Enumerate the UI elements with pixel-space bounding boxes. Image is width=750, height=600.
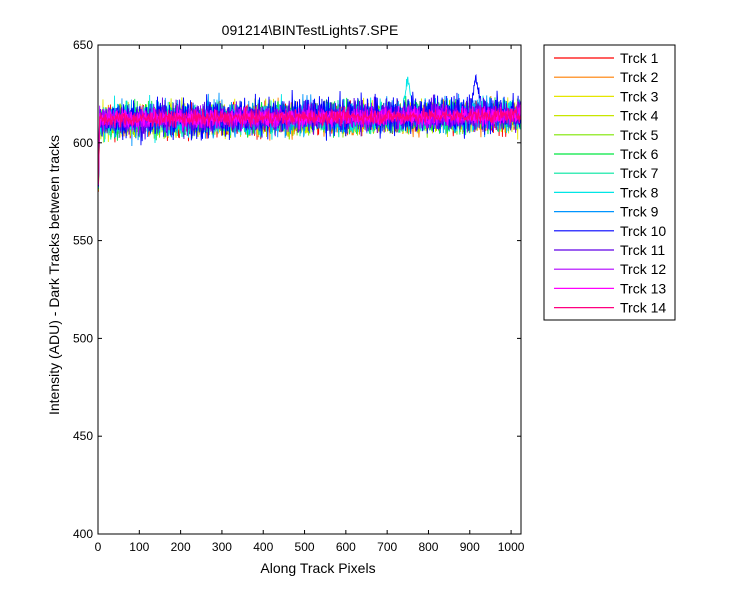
x-tick-label: 1000: [498, 540, 525, 554]
legend-label: Trck 14: [620, 300, 666, 316]
plot-area: 0 100 200 300 400 500 600 700 800 900 1000 400 450 5…: [73, 38, 525, 554]
series-line-trck-14: [97, 106, 522, 185]
y-tick-label: 400: [73, 527, 93, 541]
y-axis-label: Intensity (ADU) - Dark Tracks between tr…: [46, 135, 62, 415]
chart-title: 091214\BINTestLights7.SPE: [222, 22, 399, 38]
y-tick-label: 550: [73, 234, 93, 248]
legend-label: Trck 9: [620, 204, 659, 220]
y-tick-label: 500: [73, 331, 93, 345]
legend-label: Trck 8: [620, 184, 659, 200]
legend-label: Trck 13: [620, 280, 666, 296]
y-tick-label: 450: [73, 429, 93, 443]
x-tick-label: 700: [377, 540, 397, 554]
x-tick-label: 200: [171, 540, 191, 554]
y-tick-label: 650: [73, 38, 93, 52]
series-layer: [97, 73, 522, 192]
x-tick-label: 100: [129, 540, 149, 554]
legend-label: Trck 5: [620, 127, 659, 143]
legend-label: Trck 7: [620, 165, 659, 181]
x-tick-label: 600: [336, 540, 356, 554]
x-tick-label: 500: [295, 540, 315, 554]
x-tick-label: 900: [460, 540, 480, 554]
legend-label: Trck 6: [620, 146, 659, 162]
y-axis-ticks: 400 450 500 550 600 650: [73, 38, 521, 541]
legend-label: Trck 4: [620, 108, 659, 124]
x-tick-label: 0: [95, 540, 102, 554]
legend-label: Trck 11: [620, 242, 665, 258]
legend-label: Trck 2: [620, 69, 659, 85]
x-tick-label: 800: [418, 540, 438, 554]
y-tick-label: 600: [73, 136, 93, 150]
legend-label: Trck 1: [620, 50, 659, 66]
legend-items: Trck 1 Trck 2 Trck 3 Trck 4 Trck 5 Trck 6 Trck…: [554, 50, 666, 316]
legend-label: Trck 10: [620, 223, 666, 239]
axes-box: [97, 44, 522, 535]
x-axis-label: Along Track Pixels: [260, 560, 375, 576]
x-axis-ticks: 0 100 200 300 400 500 600 700 800 900 1000: [95, 45, 525, 554]
legend-label: Trck 12: [620, 261, 666, 277]
legend-box: [543, 44, 676, 321]
x-tick-label: 400: [253, 540, 273, 554]
legend-label: Trck 3: [620, 88, 659, 104]
legend: Trck 1 Trck 2 Trck 3 Trck 4 Trck 5 Trck 6 Trck…: [543, 44, 676, 321]
x-tick-label: 300: [212, 540, 232, 554]
